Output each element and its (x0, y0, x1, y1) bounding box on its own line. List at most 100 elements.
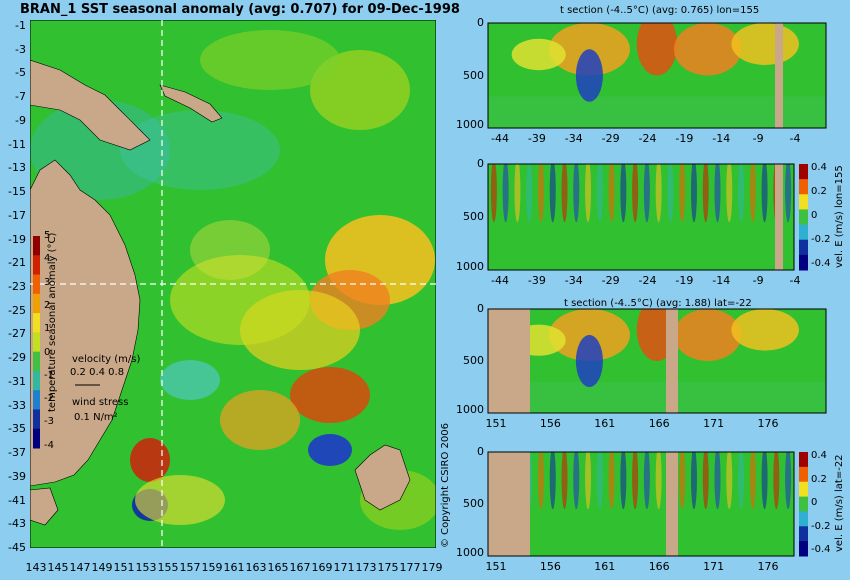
section-x-tick-label: 151 (485, 417, 507, 430)
map-y-tick-label: -35 (8, 422, 26, 436)
section-background (488, 164, 794, 270)
section-frame (487, 22, 827, 129)
map-y-tick-label: -23 (8, 280, 26, 293)
colorbar-tick-label: 4 (44, 253, 51, 265)
section-land (666, 309, 678, 413)
wind-legend-label: wind stress (72, 397, 129, 408)
anomaly-patch (170, 255, 310, 345)
colorbar-segment (33, 255, 40, 276)
anomaly-patch (120, 110, 280, 190)
vel-colorbar-segment (799, 209, 808, 226)
section-y-tick-label: 0 (477, 445, 484, 458)
velocity-band (679, 164, 686, 223)
section-x-tick-label: 176 (757, 417, 779, 430)
map-y-tick-label: -45 (8, 541, 26, 554)
map-x-tick-label: 149 (91, 561, 113, 574)
anomaly-patch (190, 220, 270, 280)
map-y-tick-label: -21 (8, 256, 26, 270)
section-x-tick-label: 166 (648, 560, 670, 573)
map-field (30, 20, 436, 548)
section-y-tick-label: 1000 (456, 118, 484, 131)
velocity-band (573, 164, 580, 223)
map-x-tick-label: 147 (69, 561, 91, 574)
velocity-band (620, 452, 627, 510)
section-x-tick-label: -9 (752, 274, 764, 287)
section3-title: t section (-4..5°C) (avg: 1.88) lat=-22 (564, 298, 752, 309)
colorbar-tick-label: 2 (44, 299, 51, 311)
section-anomaly (673, 23, 742, 76)
section-anomaly (673, 309, 742, 361)
velocity-band (749, 164, 756, 223)
section-x-tick-label: -24 (638, 274, 657, 287)
colorbar-tick-label: -3 (44, 416, 54, 428)
section-x-tick-label: 156 (539, 417, 561, 430)
vel-colorbar-tick-label: 0.4 (811, 162, 827, 173)
section-y-tick-label: 0 (477, 157, 484, 170)
section-y-tick-label: 1000 (456, 260, 484, 273)
section-anomaly (731, 23, 799, 65)
section-anomaly (575, 49, 603, 102)
section-x-tick-label: -39 (527, 274, 546, 287)
colorbar-segment (33, 351, 40, 372)
section-land (666, 452, 678, 556)
section-frame (487, 451, 795, 557)
section-x-tick-label: -19 (675, 274, 694, 287)
colorbar-segment (33, 332, 40, 353)
vel-colorbar-tick-label: -0.4 (811, 258, 831, 269)
velocity-band (667, 164, 674, 223)
colorbar-tick-label: 0 (44, 346, 51, 358)
velocity-band (761, 164, 768, 223)
map-y-tick-label: -27 (8, 327, 26, 341)
vel-colorbar-label-lat: vel. E (m/s) lat=-22 (834, 454, 845, 552)
australia-landmass (30, 159, 141, 487)
vel-colorbar-tick-label: -0.4 (811, 544, 831, 555)
map-x-tick-label: 179 (421, 561, 443, 574)
vel-colorbar-segment (799, 164, 808, 180)
colorbar-tick-label: -1 (44, 369, 54, 381)
section-y-tick-label: 0 (477, 16, 484, 29)
velocity-band (585, 452, 592, 510)
copyright: © Copyright CSIRO 2006 (440, 423, 451, 548)
map-x-tick-label: 173 (355, 561, 377, 574)
anomaly-patch (160, 360, 220, 400)
colorbar-tick-label: -2 (44, 393, 54, 405)
vel-colorbar-segment (799, 466, 808, 483)
section-panel-2 (488, 309, 826, 413)
section-y-tick-label: 0 (477, 302, 484, 315)
velocity-band (714, 164, 721, 223)
map-x-tick-label: 163 (245, 561, 267, 574)
section-background (488, 452, 794, 556)
section-y-tick-label: 500 (463, 68, 484, 82)
map-y-tick-label: -9 (15, 113, 26, 127)
velocity-band (738, 452, 745, 510)
section-x-tick-label: -4 (789, 132, 801, 145)
map-y-tick-label: -11 (8, 137, 26, 151)
map-x-tick-label: 157 (179, 561, 201, 574)
vel-colorbar-segment (799, 179, 808, 195)
map-y-tick-label: -5 (15, 66, 26, 80)
velocity-band (726, 164, 733, 223)
section-x-tick-label: 171 (703, 417, 725, 430)
colorbar-tick-label: -4 (44, 439, 54, 451)
map-x-tick-label: 143 (25, 561, 47, 574)
velocity-band (726, 452, 733, 510)
colorbar-tick-label: 1 (44, 323, 51, 335)
velocity-band (596, 452, 603, 510)
section-frame (487, 163, 795, 271)
anomaly-patch (308, 434, 352, 466)
colorbar-segment (33, 370, 40, 391)
velocity-band (679, 452, 686, 510)
map-x-tick-label: 161 (223, 561, 245, 574)
section-x-tick-label: -39 (527, 132, 546, 145)
map-y-tick-label: -1 (15, 19, 26, 32)
velocity-band (761, 452, 768, 510)
colorbar-segment (33, 428, 40, 449)
map-x-tick-label: 159 (201, 561, 223, 574)
velocity-band (690, 164, 697, 223)
section-land (488, 309, 530, 413)
section-x-tick-label: 176 (757, 560, 779, 573)
map-x-tick-label: 171 (333, 561, 355, 574)
velocity-band (596, 164, 603, 223)
map-x-tick-label: 175 (377, 561, 399, 574)
